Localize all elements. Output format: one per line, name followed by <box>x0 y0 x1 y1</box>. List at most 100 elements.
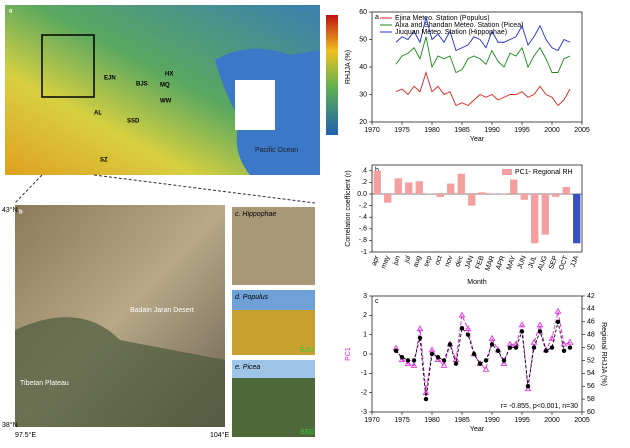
station: WW <box>160 99 172 105</box>
point <box>536 321 544 328</box>
photo-code: EJN <box>300 347 313 354</box>
point <box>548 334 556 341</box>
point <box>423 396 429 402</box>
y2-tick-label: 60 <box>587 409 595 416</box>
y2-tick-label: 48 <box>587 332 595 339</box>
y-tick-label: -3 <box>361 409 367 416</box>
station: SSD <box>127 119 140 125</box>
point <box>531 345 537 350</box>
panel-letter: b <box>19 210 23 216</box>
bar <box>520 194 528 200</box>
x-tick-label: 1970 <box>364 417 380 424</box>
legend-swatch <box>502 169 512 175</box>
y2-axis-label: Regional RHJJA (%) <box>600 322 607 386</box>
y-tick-label: .4 <box>361 168 367 175</box>
x-tick-label: 1980 <box>424 127 440 134</box>
y-tick-label: 50 <box>359 36 367 43</box>
point <box>495 348 501 353</box>
point <box>501 358 507 363</box>
x-tick-label: JUL <box>528 255 539 269</box>
y-tick-label: -.4 <box>359 214 367 221</box>
bar <box>552 194 560 197</box>
y-tick-label: -1 <box>361 370 367 377</box>
x-axis-label: Year <box>470 426 485 433</box>
lon-label: 104°E <box>210 431 229 439</box>
photo-caption: d. Populus <box>235 294 269 301</box>
y2-tick-label: 52 <box>587 357 595 364</box>
plateau-area <box>15 317 225 427</box>
bar <box>573 194 581 244</box>
point <box>464 325 472 332</box>
colorbar <box>326 15 338 135</box>
series-line <box>395 17 571 52</box>
y-tick-label: -.2 <box>359 202 367 209</box>
bar <box>426 193 434 194</box>
lat-label: 43°N <box>2 206 18 214</box>
x-tick-label: 1995 <box>514 127 530 134</box>
y-tick-label: 30 <box>359 91 367 98</box>
y-axis-label: PC1 <box>345 347 352 361</box>
point <box>441 358 447 363</box>
y-tick-label: .2 <box>361 179 367 186</box>
bar <box>510 179 518 194</box>
point <box>434 356 442 362</box>
bar <box>373 170 381 194</box>
bar <box>394 178 402 194</box>
panel-letter: b <box>375 167 379 174</box>
sky <box>232 360 315 378</box>
lat-label: 38°N <box>2 421 18 429</box>
legend-label: Jiuquan Meteo. Station (Hippophae) <box>395 29 507 36</box>
y2-tick-label: 50 <box>587 344 595 351</box>
y2-tick-label: 54 <box>587 370 595 377</box>
point <box>561 348 567 353</box>
x-tick-label: 1975 <box>394 417 410 424</box>
x-tick-label: oct <box>434 255 444 266</box>
point <box>500 360 508 366</box>
x-tick-label: OCT <box>558 254 570 271</box>
x-tick-label: 1985 <box>454 127 470 134</box>
study-box <box>41 34 95 98</box>
panel-letter: a <box>375 14 379 21</box>
point <box>555 319 561 324</box>
desert-label: Badain Jaran Desert <box>130 307 194 314</box>
legend-label: Alxa and Shandan Meteo. Station (Picea) <box>395 22 523 29</box>
x-tick-label: jul <box>403 255 412 265</box>
point <box>566 338 574 345</box>
point <box>567 345 573 350</box>
legend-label: PC1- Regional RH <box>515 169 573 176</box>
bar <box>489 193 497 194</box>
x-tick-label: 1995 <box>514 417 530 424</box>
point <box>525 384 531 389</box>
point <box>398 356 406 362</box>
point <box>549 345 555 350</box>
bar <box>468 194 476 206</box>
bar <box>541 194 549 235</box>
point <box>477 361 483 366</box>
point <box>447 342 453 347</box>
y-tick-label: -.6 <box>359 226 367 233</box>
x-tick-label: 2000 <box>544 417 560 424</box>
y-tick-label: 2 <box>363 312 367 319</box>
bar <box>436 194 444 197</box>
x-tick-label: nov <box>444 254 455 267</box>
x-tick-label: 2005 <box>574 127 590 134</box>
x-tick-label: APR <box>495 255 507 271</box>
zoom-line <box>14 174 43 204</box>
bar <box>478 192 486 194</box>
land-mask <box>235 80 275 130</box>
point <box>459 326 465 331</box>
bar <box>384 194 392 203</box>
y2-tick-label: 56 <box>587 383 595 390</box>
point <box>537 329 543 334</box>
point <box>465 332 471 337</box>
point <box>411 358 417 363</box>
series-line <box>395 321 571 400</box>
bar <box>531 194 539 244</box>
point <box>417 335 423 341</box>
series-line <box>395 36 571 74</box>
point <box>471 351 477 357</box>
x-tick-label: dec <box>454 254 465 267</box>
x-tick-label: 1990 <box>484 127 500 134</box>
